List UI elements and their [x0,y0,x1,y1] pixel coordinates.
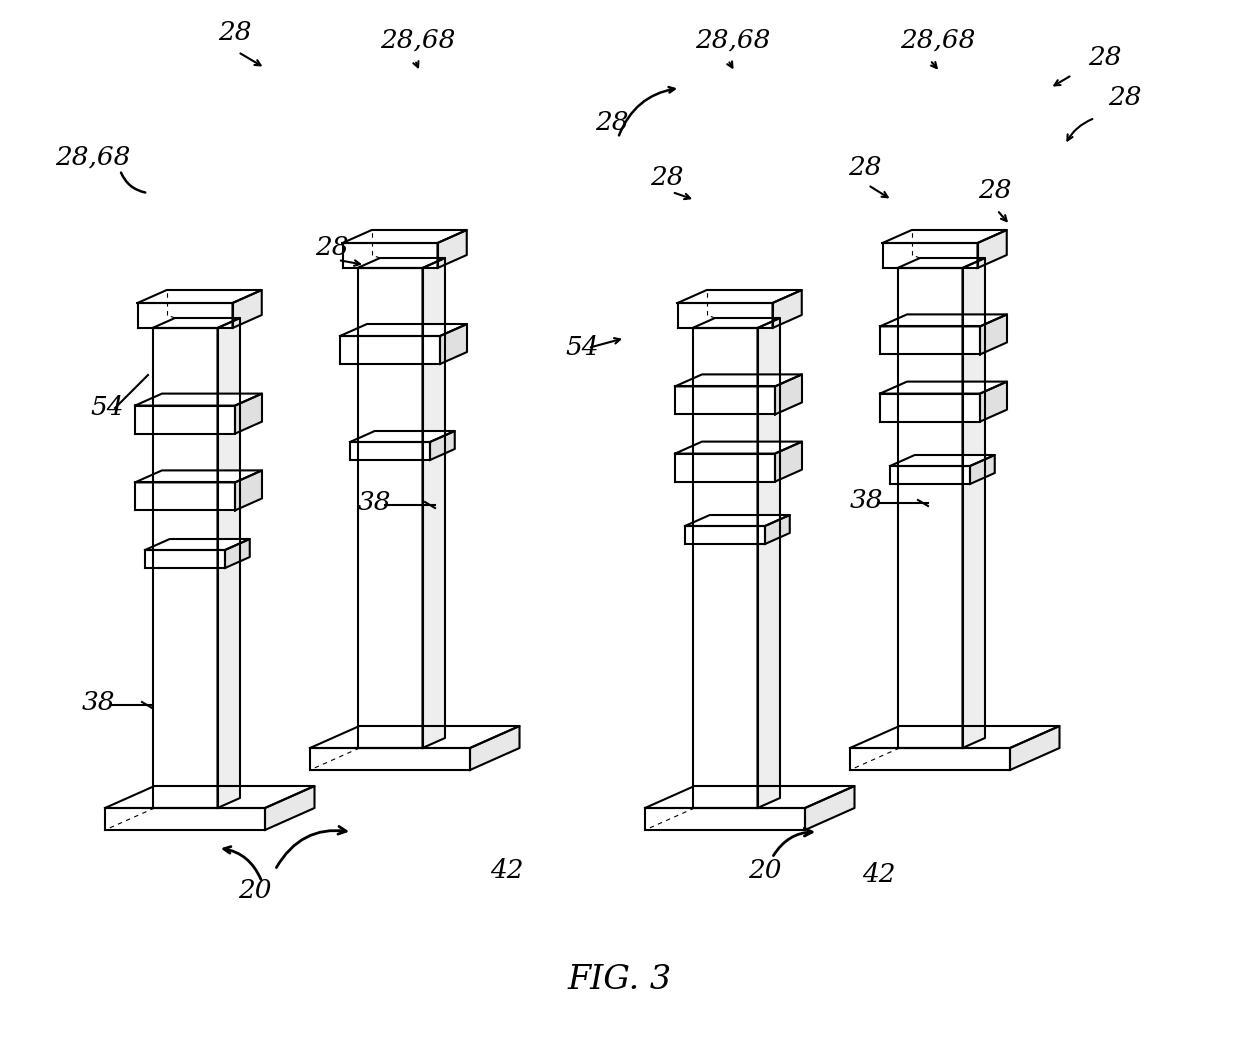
Text: 28,68: 28,68 [55,145,130,170]
Polygon shape [773,290,802,328]
Polygon shape [438,230,466,268]
Polygon shape [340,324,467,336]
Polygon shape [645,808,805,830]
Polygon shape [310,726,520,748]
Polygon shape [135,482,236,510]
Polygon shape [145,550,224,568]
Polygon shape [758,318,780,808]
Polygon shape [962,258,985,748]
Polygon shape [684,515,790,526]
Polygon shape [135,394,262,405]
Polygon shape [342,243,438,268]
Polygon shape [880,326,980,354]
Polygon shape [135,471,262,482]
Polygon shape [342,230,466,243]
Polygon shape [236,471,262,510]
Polygon shape [677,303,773,328]
Polygon shape [977,230,1007,268]
Polygon shape [357,258,445,268]
Text: 38: 38 [849,488,884,513]
Polygon shape [440,324,467,364]
Text: 42: 42 [490,858,523,883]
Text: 28: 28 [650,165,683,190]
Polygon shape [1011,726,1059,770]
Polygon shape [145,539,249,550]
Polygon shape [980,381,1007,422]
Polygon shape [265,785,315,830]
Polygon shape [675,442,802,454]
Polygon shape [692,318,780,328]
Polygon shape [880,381,1007,394]
Polygon shape [138,303,233,328]
Polygon shape [340,336,440,364]
Polygon shape [849,726,1059,748]
Text: 28: 28 [218,20,252,45]
Polygon shape [224,539,249,568]
Polygon shape [970,455,994,484]
Text: 38: 38 [358,490,392,515]
Polygon shape [898,258,985,268]
Polygon shape [138,290,262,303]
Text: 28: 28 [848,155,882,180]
Text: 28,68: 28,68 [900,28,976,53]
Polygon shape [645,785,854,808]
Polygon shape [350,442,430,460]
Polygon shape [890,467,970,484]
FancyArrowPatch shape [277,826,346,868]
Text: FIG. 3: FIG. 3 [568,964,672,996]
Polygon shape [350,431,455,442]
Text: 54: 54 [91,395,124,420]
Text: 42: 42 [862,862,895,887]
Polygon shape [677,290,802,303]
Text: 28: 28 [978,178,1012,203]
Polygon shape [236,394,262,433]
Polygon shape [153,328,217,808]
Text: 20: 20 [748,858,781,883]
Polygon shape [775,442,802,482]
Polygon shape [805,785,854,830]
Polygon shape [357,268,423,748]
Polygon shape [765,515,790,544]
Text: 54: 54 [565,335,599,359]
Polygon shape [675,374,802,387]
Polygon shape [883,230,1007,243]
Polygon shape [105,808,265,830]
Polygon shape [849,748,1011,770]
Polygon shape [153,318,241,328]
Polygon shape [883,243,977,268]
Polygon shape [423,258,445,748]
Polygon shape [980,315,1007,354]
Polygon shape [890,455,994,467]
Text: 28: 28 [315,235,348,260]
Polygon shape [217,318,241,808]
Polygon shape [692,328,758,808]
FancyArrowPatch shape [223,847,260,879]
Polygon shape [898,268,962,748]
Text: 28,68: 28,68 [379,28,455,53]
Polygon shape [105,785,315,808]
Polygon shape [470,726,520,770]
Polygon shape [135,405,236,433]
Polygon shape [430,431,455,460]
Polygon shape [880,394,980,422]
Polygon shape [675,454,775,482]
Text: 38: 38 [82,690,115,715]
Text: 28: 28 [595,110,629,135]
Polygon shape [775,374,802,415]
FancyArrowPatch shape [774,828,812,855]
Text: 20: 20 [238,878,272,903]
Polygon shape [684,526,765,544]
Polygon shape [310,748,470,770]
Text: 28: 28 [1087,45,1121,70]
Polygon shape [675,387,775,415]
Polygon shape [233,290,262,328]
Polygon shape [880,315,1007,326]
Text: 28,68: 28,68 [694,28,770,53]
Text: 28: 28 [1109,85,1142,110]
